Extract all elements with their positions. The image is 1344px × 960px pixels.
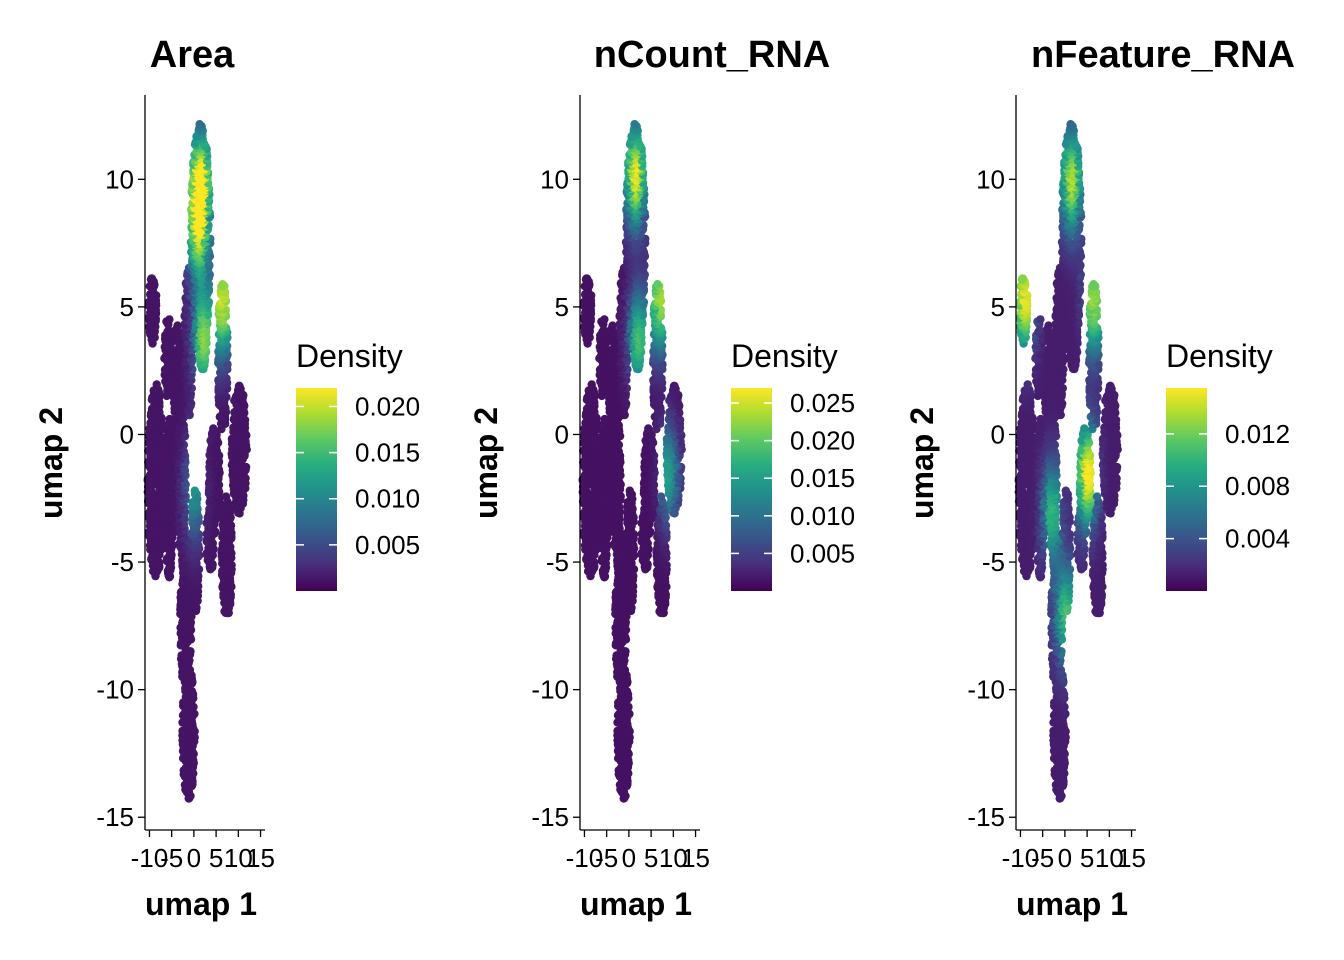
- points-layer: [578, 120, 686, 803]
- point: [656, 492, 666, 501]
- point: [190, 486, 199, 495]
- point: [218, 280, 227, 289]
- y-tick-label: 5: [120, 292, 134, 322]
- point: [195, 120, 204, 129]
- x-tick-label: -5: [160, 843, 183, 873]
- point: [147, 274, 157, 283]
- legend-tick-label: 0.020: [355, 391, 420, 421]
- point: [165, 315, 174, 324]
- y-tick-label: 10: [105, 164, 134, 194]
- x-tick-label: 5: [209, 843, 223, 873]
- legend-tick-label: 0.010: [355, 484, 420, 514]
- point: [221, 492, 231, 501]
- legend-title: Density: [296, 338, 403, 374]
- point: [209, 424, 218, 433]
- legend-tick-label: 0.015: [355, 438, 420, 468]
- x-tick-label: 15: [246, 843, 275, 873]
- point: [152, 380, 161, 389]
- legend-colorbar: [296, 388, 337, 591]
- y-tick-label: -15: [96, 802, 134, 832]
- point: [235, 381, 244, 390]
- legend-tick-label: 0.005: [355, 530, 420, 560]
- points-layer: [143, 120, 251, 803]
- point: [625, 486, 634, 495]
- y-axis-title: umap 2: [33, 407, 69, 519]
- x-axis-title: umap 1: [145, 886, 257, 922]
- panel-title: Area: [150, 34, 235, 76]
- x-tick-label: 0: [187, 843, 201, 873]
- y-tick-label: -10: [96, 675, 134, 705]
- y-tick-label: -5: [111, 547, 134, 577]
- color-legend: Density 0.005 0.010 0.015 0.020: [296, 338, 420, 591]
- point: [173, 321, 182, 330]
- y-tick-label: 0: [120, 419, 134, 449]
- panel-title: nCount_RNA: [594, 34, 830, 76]
